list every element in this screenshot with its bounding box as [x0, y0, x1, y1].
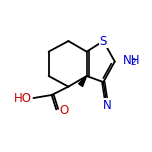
Text: 2: 2 — [131, 58, 136, 67]
Polygon shape — [79, 76, 87, 86]
Text: S: S — [100, 35, 107, 48]
Text: NH: NH — [123, 54, 141, 67]
Text: HO: HO — [14, 92, 32, 105]
Text: O: O — [60, 104, 69, 117]
Text: N: N — [103, 99, 112, 112]
